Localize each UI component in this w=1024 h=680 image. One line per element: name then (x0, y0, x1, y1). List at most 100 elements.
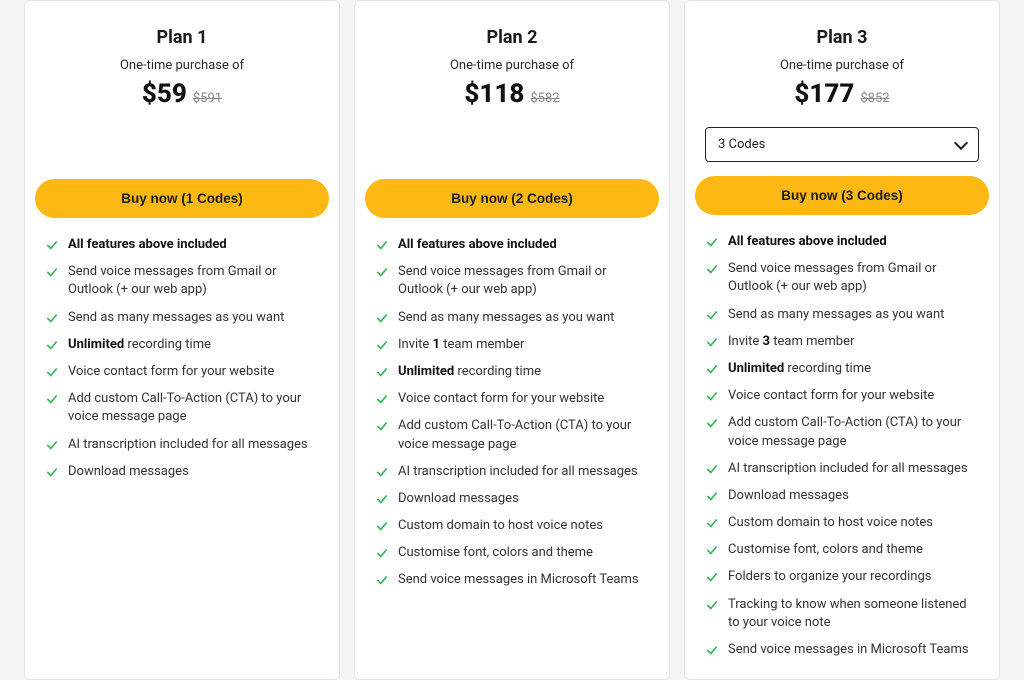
feature-text: Download messages (728, 487, 849, 505)
feature-item: Voice contact form for your website (375, 390, 649, 408)
check-icon (375, 519, 389, 533)
feature-item: Customise font, colors and theme (705, 541, 979, 559)
check-icon (375, 419, 389, 433)
feature-text: Voice contact form for your website (728, 387, 934, 405)
feature-item: Tracking to know when someone listened t… (705, 596, 979, 632)
feature-item: Custom domain to host voice notes (705, 514, 979, 532)
check-icon (705, 308, 719, 322)
feature-item: Add custom Call-To-Action (CTA) to your … (45, 390, 319, 426)
check-icon (705, 235, 719, 249)
feature-text: Send voice messages from Gmail or Outloo… (728, 260, 979, 296)
feature-text: AI transcription included for all messag… (68, 436, 308, 454)
plan-subtitle: One-time purchase of (375, 58, 649, 73)
check-icon (45, 238, 59, 252)
check-icon (705, 516, 719, 530)
feature-text: Send voice messages from Gmail or Outloo… (398, 263, 649, 299)
feature-text: Voice contact form for your website (68, 363, 274, 381)
pricing-card: Plan 1 One-time purchase of $59 $591 Buy now… (24, 0, 340, 680)
plan-subtitle: One-time purchase of (45, 58, 319, 73)
feature-item: Folders to organize your recordings (705, 568, 979, 586)
plan-title: Plan 2 (375, 27, 649, 48)
check-icon (705, 462, 719, 476)
feature-item: Voice contact form for your website (45, 363, 319, 381)
check-icon (45, 365, 59, 379)
feature-item: All features above included (375, 236, 649, 254)
feature-item: Voice contact form for your website (705, 387, 979, 405)
feature-item: Send voice messages from Gmail or Outloo… (705, 260, 979, 296)
feature-text: Custom domain to host voice notes (728, 514, 933, 532)
plan-title: Plan 1 (45, 27, 319, 48)
feature-text: Custom domain to host voice notes (398, 517, 603, 535)
feature-item: Send voice messages from Gmail or Outloo… (375, 263, 649, 299)
price: $59 (142, 79, 187, 109)
check-icon (375, 573, 389, 587)
check-icon (375, 546, 389, 560)
feature-item: Invite 1 team member (375, 336, 649, 354)
feature-list: All features above included Send voice me… (705, 233, 979, 659)
spacer (375, 127, 649, 179)
feature-item: Download messages (375, 490, 649, 508)
check-icon (705, 416, 719, 430)
check-icon (705, 598, 719, 612)
pricing-card: Plan 2 One-time purchase of $118 $582 Buy no… (354, 0, 670, 680)
codes-select[interactable]: 3 Codes (705, 127, 979, 162)
feature-item: Send as many messages as you want (45, 309, 319, 327)
check-icon (375, 465, 389, 479)
feature-text: Send as many messages as you want (68, 309, 284, 327)
check-icon (45, 465, 59, 479)
feature-text: Send voice messages in Microsoft Teams (398, 571, 639, 589)
feature-text: Customise font, colors and theme (398, 544, 593, 562)
feature-text: Unlimited recording time (398, 363, 541, 381)
feature-item: Add custom Call-To-Action (CTA) to your … (375, 417, 649, 453)
feature-text: Unlimited recording time (68, 336, 211, 354)
feature-text: All features above included (398, 236, 557, 254)
feature-text: Invite 1 team member (398, 336, 524, 354)
feature-text: Add custom Call-To-Action (CTA) to your … (728, 414, 979, 450)
feature-item: AI transcription included for all messag… (705, 460, 979, 478)
check-icon (375, 365, 389, 379)
original-price: $591 (193, 91, 222, 106)
check-icon (45, 338, 59, 352)
feature-item: Send as many messages as you want (375, 309, 649, 327)
feature-text: Unlimited recording time (728, 360, 871, 378)
check-icon (45, 438, 59, 452)
original-price: $582 (530, 91, 559, 106)
chevron-down-icon (954, 135, 968, 149)
pricing-card: Plan 3One-time purchase of$177$8523 Code… (684, 0, 1000, 680)
price-row: $59 $591 (45, 79, 319, 109)
buy-now-button[interactable]: Buy now (2 Codes) (365, 179, 659, 218)
plan-title: Plan 3 (705, 27, 979, 48)
spacer (45, 127, 319, 179)
feature-text: Folders to organize your recordings (728, 568, 931, 586)
buy-now-button[interactable]: Buy now (3 Codes) (695, 176, 989, 215)
pricing-cards-row: Plan 1 One-time purchase of $59 $591 Buy now… (0, 0, 1024, 680)
feature-text: Send as many messages as you want (398, 309, 614, 327)
feature-item: All features above included (45, 236, 319, 254)
price: $177 (794, 79, 854, 109)
feature-text: Send voice messages from Gmail or Outloo… (68, 263, 319, 299)
check-icon (375, 265, 389, 279)
feature-item: Download messages (705, 487, 979, 505)
plan-subtitle: One-time purchase of (705, 58, 979, 73)
feature-text: Add custom Call-To-Action (CTA) to your … (68, 390, 319, 426)
check-icon (45, 265, 59, 279)
feature-text: Customise font, colors and theme (728, 541, 923, 559)
feature-text: Download messages (68, 463, 189, 481)
check-icon (375, 338, 389, 352)
feature-text: Send as many messages as you want (728, 306, 944, 324)
feature-item: AI transcription included for all messag… (45, 436, 319, 454)
feature-text: All features above included (728, 233, 887, 251)
feature-item: Custom domain to host voice notes (375, 517, 649, 535)
check-icon (705, 262, 719, 276)
feature-item: Unlimited recording time (375, 363, 649, 381)
check-icon (705, 543, 719, 557)
feature-item: Send as many messages as you want (705, 306, 979, 324)
feature-item: Send voice messages in Microsoft Teams (375, 571, 649, 589)
buy-now-button[interactable]: Buy now (1 Codes) (35, 179, 329, 218)
check-icon (705, 489, 719, 503)
feature-text: Tracking to know when someone listened t… (728, 596, 979, 632)
price: $118 (464, 79, 524, 109)
check-icon (705, 570, 719, 584)
feature-item: Invite 3 team member (705, 333, 979, 351)
feature-text: Invite 3 team member (728, 333, 854, 351)
